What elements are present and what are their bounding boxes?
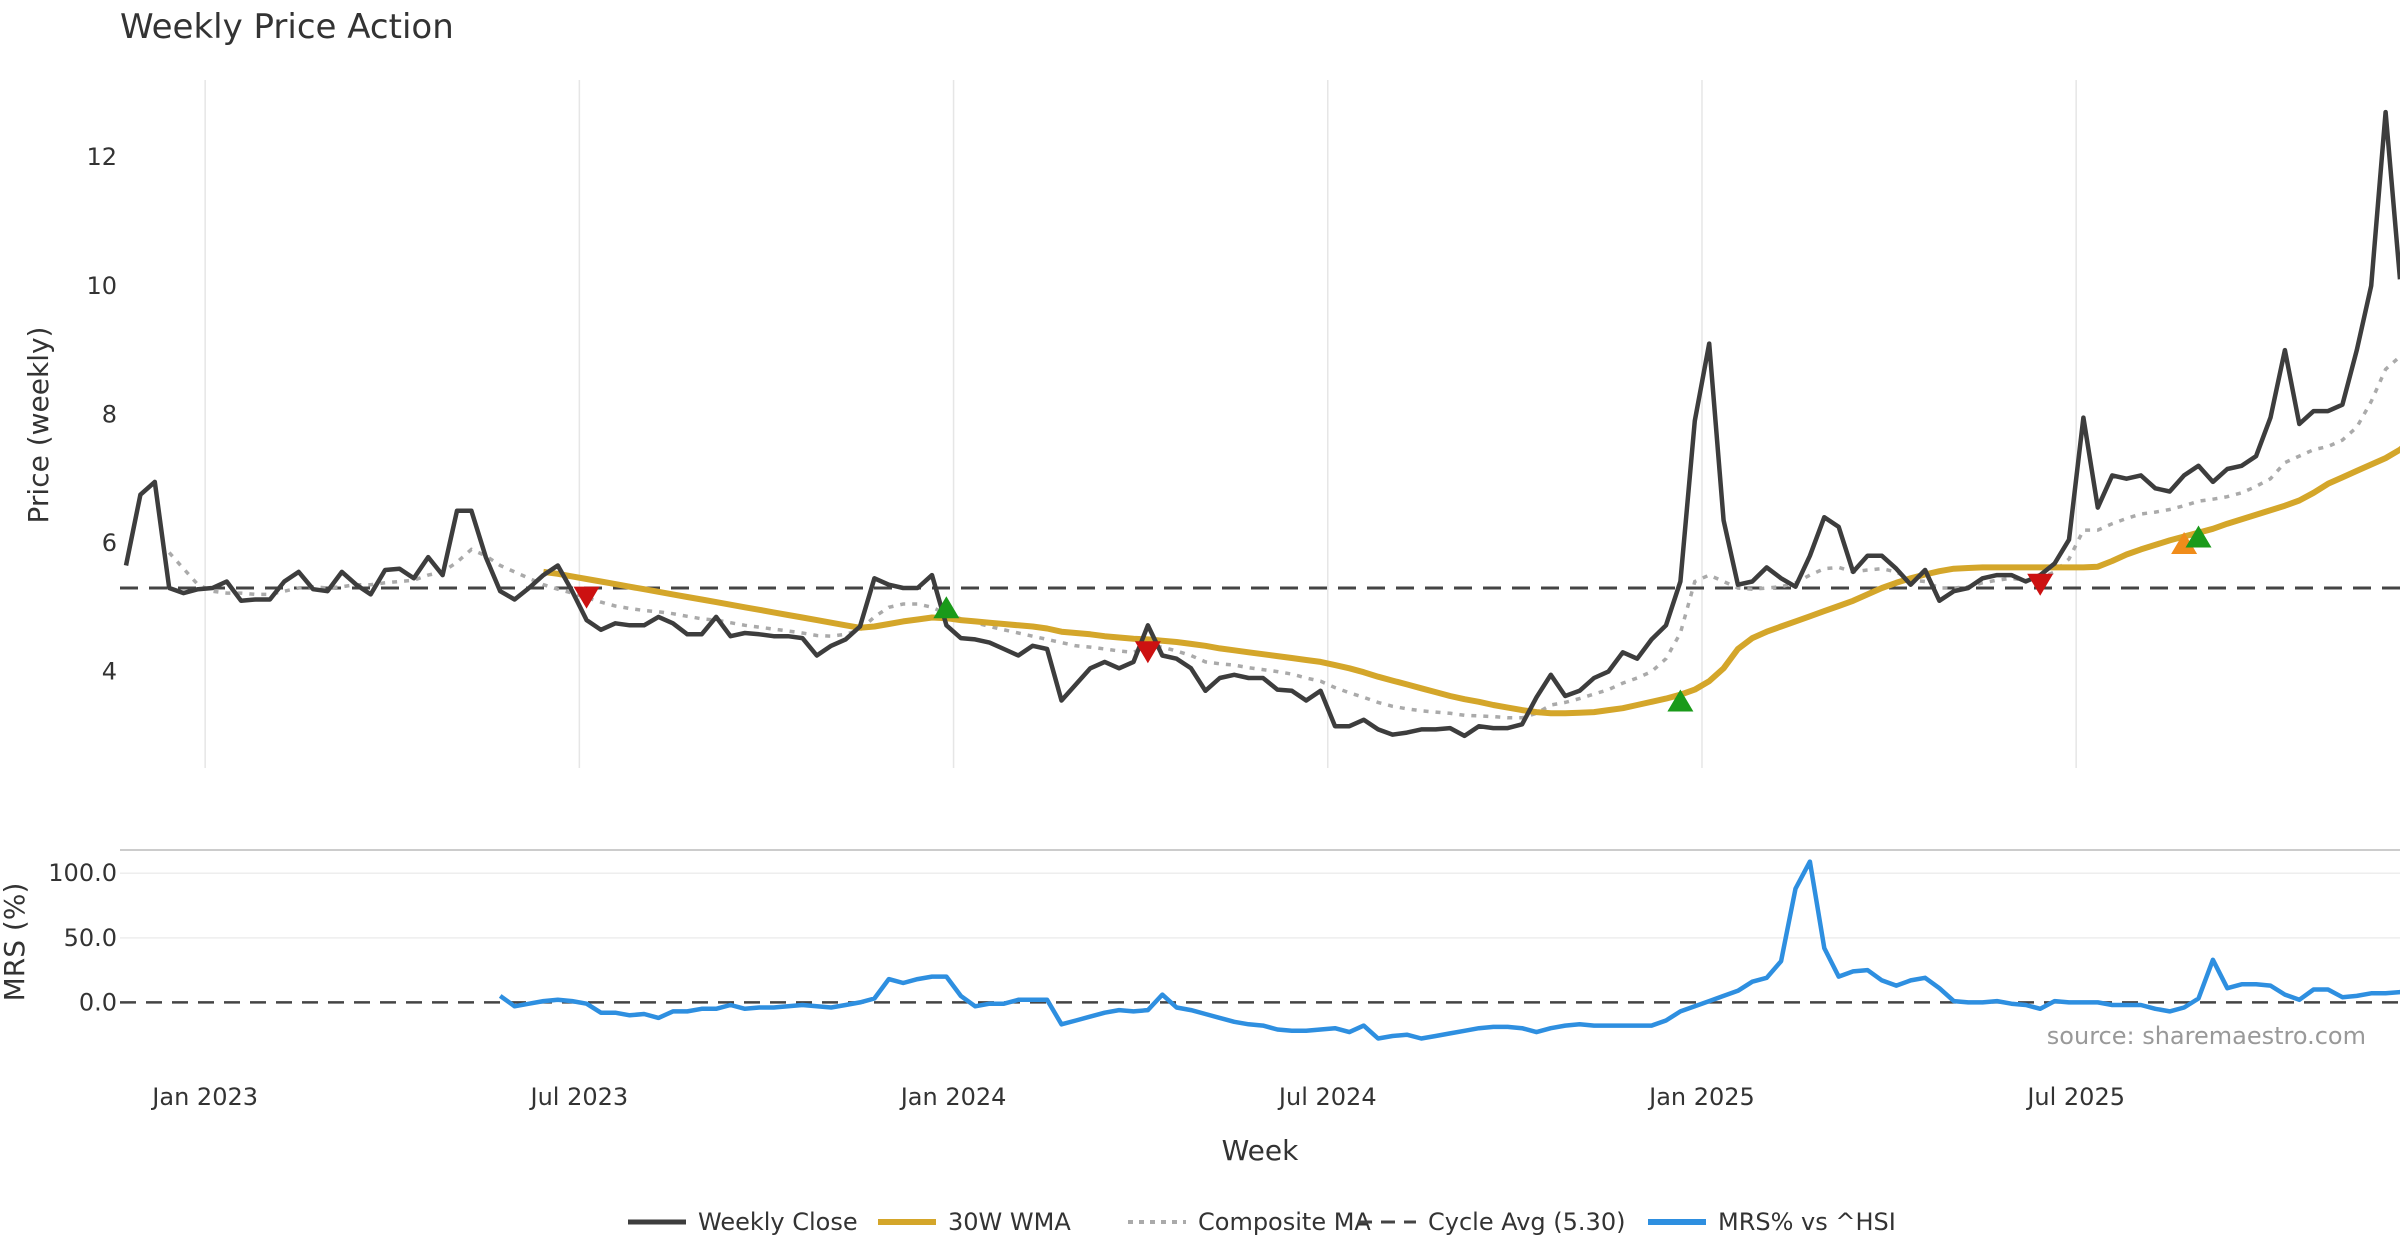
x-tick-label: Jan 2025 [1647,1083,1755,1111]
legend-item: Cycle Avg (5.30) [1358,1208,1625,1236]
x-axis-ticks: Jan 2023 Jul 2023 Jan 2024 Jul 2024 Jan 2025… [150,1083,2125,1111]
signal-markers [573,525,2212,712]
buy-signal-marker [2185,525,2212,548]
warning-signal-marker [2171,531,2198,554]
x-axis-title: Week [1222,1134,1299,1167]
x-tick-label: Jan 2024 [899,1083,1007,1111]
price-y-tick-label: 8 [102,400,117,428]
sell-signal-marker [2027,573,2054,596]
x-tick-label: Jul 2024 [1277,1083,1377,1111]
price-y-tick-label: 10 [86,272,117,300]
x-tick-label: Jan 2023 [150,1083,258,1111]
weekly-close-line [123,109,2400,739]
source-note: source: sharemaestro.com [2047,1022,2366,1050]
legend-label: Cycle Avg (5.30) [1428,1208,1625,1236]
mrs-grid [120,872,2400,939]
price-y-tick-label: 6 [102,529,117,557]
price-y-axis-title: Price (weekly) [22,327,55,524]
sell-signal-marker [1134,641,1161,664]
wma-30w-line [543,445,2400,717]
buy-signal-marker [933,596,960,619]
mrs-y-axis-title: MRS (%) [0,883,31,1002]
legend-item: Weekly Close [628,1208,858,1236]
legend-item: MRS% vs ^HSI [1648,1208,1896,1236]
legend-item: Composite MA [1128,1208,1371,1236]
price-y-ticks: 4 6 8 10 12 [86,143,117,685]
x-tick-label: Jul 2025 [2025,1083,2125,1111]
sell-signal-marker [573,586,600,609]
mrs-y-tick-label: 0.0 [79,988,117,1016]
buy-signal-marker [1667,689,1694,712]
legend-label: 30W WMA [948,1208,1071,1236]
legend-item: 30W WMA [878,1208,1071,1236]
price-y-tick-label: 12 [86,143,117,171]
legend-label: Weekly Close [698,1208,858,1236]
chart-title: Weekly Price Action [120,7,454,47]
price-y-tick-label: 4 [102,658,117,686]
composite-ma-line [167,355,2400,720]
mrs-y-ticks: 0.0 50.0 100.0 [48,859,117,1016]
mrs-line [498,859,2400,1041]
legend: Weekly Close 30W WMA Composite MA Cycle Avg… [628,1208,1896,1236]
legend-label: MRS% vs ^HSI [1718,1208,1896,1236]
mrs-y-tick-label: 50.0 [64,924,117,952]
price-grid [204,80,2077,768]
legend-label: Composite MA [1198,1208,1371,1236]
x-tick-label: Jul 2023 [529,1083,629,1111]
mrs-y-tick-label: 100.0 [48,859,117,887]
